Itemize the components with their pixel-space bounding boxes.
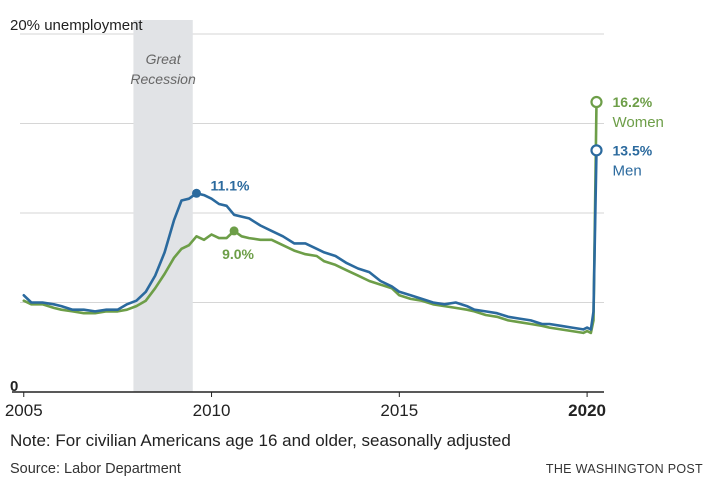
peak-label-women: 9.0% bbox=[222, 246, 254, 262]
latest-value-women: 16.2% bbox=[612, 94, 652, 110]
chart-source: Source: Labor Department bbox=[10, 461, 181, 477]
chart-note: Note: For civilian Americans age 16 and … bbox=[10, 431, 511, 450]
x-tick-label-2010: 2010 bbox=[193, 401, 231, 420]
publisher-credit: THE WASHINGTON POST bbox=[545, 462, 703, 476]
recession-label-line1: Great bbox=[146, 51, 182, 67]
latest-marker-women bbox=[590, 95, 603, 109]
series-name-women: Women bbox=[612, 114, 663, 131]
latest-marker-men bbox=[590, 144, 603, 157]
annotations: 11.1% 9.0% 16.2% Women 13.5% Men bbox=[192, 94, 664, 262]
x-tick-label-2020: 2020 bbox=[568, 401, 606, 420]
peak-label-men: 11.1% bbox=[211, 177, 250, 193]
y-tick-labels: 20% unemployment 0 bbox=[10, 17, 143, 395]
series-line-women bbox=[22, 100, 598, 335]
peak-marker-women bbox=[229, 226, 239, 236]
recession-band bbox=[133, 20, 193, 392]
series-line-men bbox=[22, 149, 598, 331]
recession-label-line2: Recession bbox=[130, 71, 196, 87]
series-name-men: Men bbox=[612, 162, 641, 179]
peak-marker-men bbox=[192, 188, 202, 198]
series-lines bbox=[22, 100, 598, 335]
x-tick-labels: 2005 2010 2015 2020 bbox=[5, 392, 606, 420]
y-tick-label-20: 20% unemployment bbox=[10, 17, 143, 34]
y-gridlines bbox=[20, 33, 604, 303]
x-tick-label-2005: 2005 bbox=[5, 401, 43, 420]
latest-value-men: 13.5% bbox=[612, 142, 652, 158]
y-tick-label-0: 0 bbox=[10, 378, 18, 395]
x-tick-label-2015: 2015 bbox=[380, 401, 418, 420]
